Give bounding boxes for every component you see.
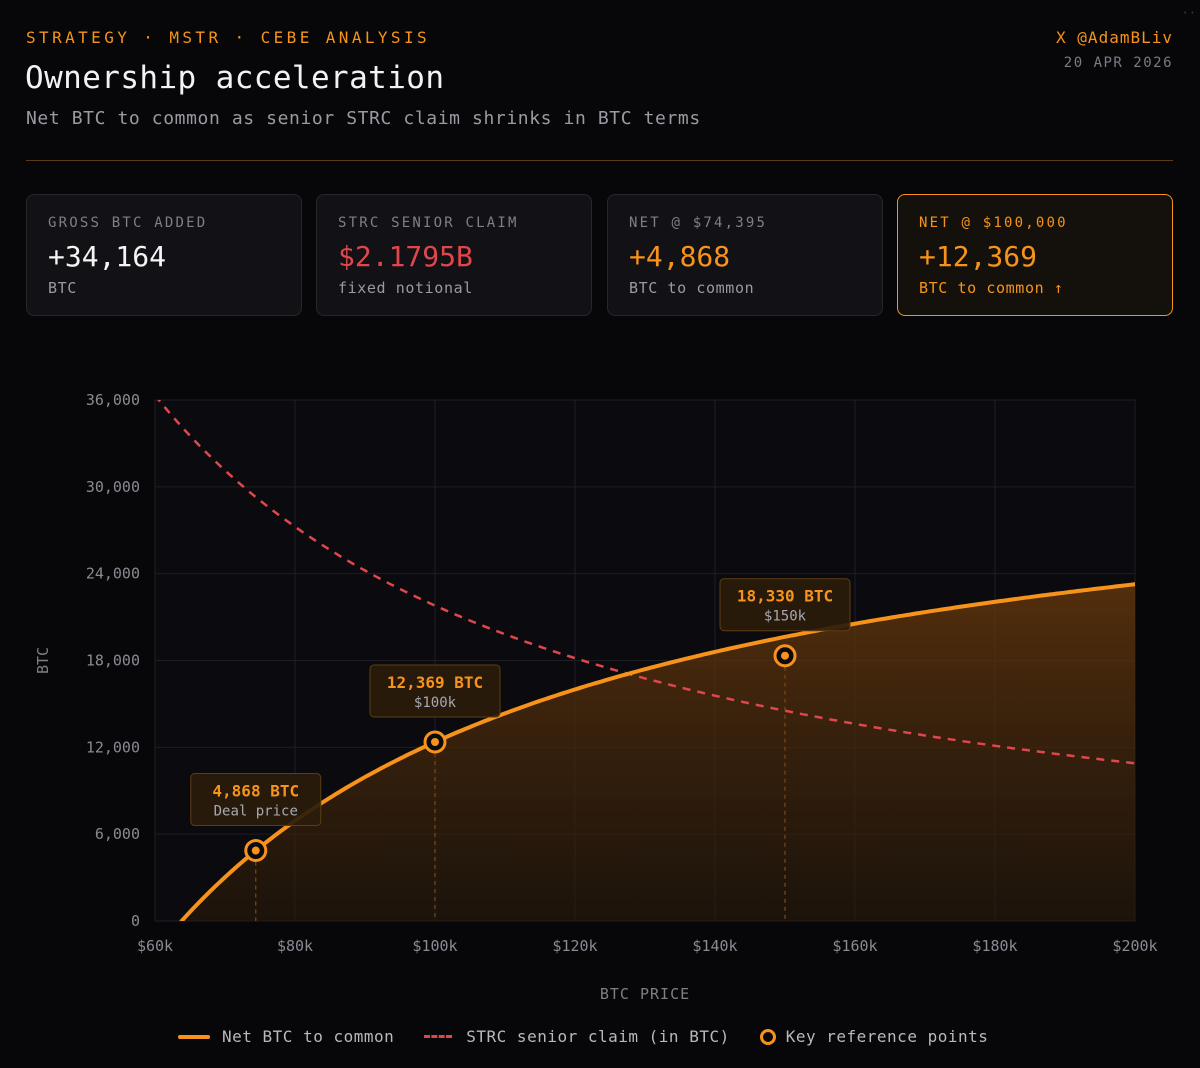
key-point-dot <box>431 737 439 746</box>
y-tick-label: 12,000 <box>86 738 140 756</box>
stat-card-gross-btc: GROSS BTC ADDED +34,164 BTC <box>26 194 302 316</box>
header-kicker: STRATEGY · MSTR · CEBE ANALYSIS <box>26 28 431 47</box>
y-tick-label: 30,000 <box>86 478 140 496</box>
stat-card-value: $2.1795B <box>338 240 473 273</box>
legend-label: STRC senior claim (in BTC) <box>466 1027 730 1046</box>
stat-card-label: STRC SENIOR CLAIM <box>338 215 519 231</box>
legend-swatch-solid <box>178 1034 210 1039</box>
x-axis-label: BTC PRICE <box>600 985 690 1003</box>
key-point-sublabel: Deal price <box>214 804 298 820</box>
key-point-sublabel: $100k <box>414 695 457 711</box>
legend-label: Key reference points <box>785 1027 989 1046</box>
stat-card-value: +34,164 <box>48 240 167 273</box>
net-btc-line <box>179 582 1135 921</box>
strc-claim-line <box>157 400 1135 765</box>
x-tick-label: $140k <box>692 937 737 955</box>
x-tick-label: $100k <box>412 937 457 955</box>
legend-item-claim: STRC senior claim (in BTC) <box>424 1027 729 1046</box>
stat-card-label: NET @ $100,000 <box>919 215 1068 231</box>
key-point-sublabel: $150k <box>764 609 807 625</box>
legend-swatch-dashed <box>424 1035 453 1038</box>
stat-card-value: +12,369 <box>919 240 1038 273</box>
plot-series-group <box>157 400 1135 921</box>
legend-item-net: Net BTC to common <box>178 1027 394 1046</box>
header-divider <box>26 160 1173 161</box>
key-point-value: 18,330 BTC <box>737 587 833 606</box>
legend-ring-icon <box>759 1028 776 1045</box>
y-tick-label: 24,000 <box>86 565 140 583</box>
x-tick-label: $60k <box>137 937 173 955</box>
y-tick-label: 6,000 <box>95 825 140 843</box>
x-tick-label: $120k <box>552 937 597 955</box>
stat-card-sub: BTC <box>48 279 77 297</box>
legend-item-points: Key reference points <box>759 1027 989 1046</box>
chart-legend: Net BTC to common STRC senior claim (in … <box>178 1027 1018 1046</box>
publish-date: 20 APR 2026 <box>1063 55 1173 71</box>
key-point-value: 4,868 BTC <box>212 782 299 801</box>
stat-card-net-100k: NET @ $100,000 +12,369 BTC to common ↑ <box>897 194 1173 316</box>
x-tick-label: $160k <box>832 937 877 955</box>
x-tick-label: $180k <box>972 937 1017 955</box>
stat-card-strc-claim: STRC SENIOR CLAIM $2.1795B fixed notiona… <box>316 194 592 316</box>
net-area-fill <box>181 584 1135 921</box>
key-point-dot <box>781 651 789 660</box>
key-point-value: 12,369 BTC <box>387 673 483 692</box>
stat-card-net-deal: NET @ $74,395 +4,868 BTC to common <box>607 194 883 316</box>
author-handle-link[interactable]: X @AdamBLiv <box>1056 28 1173 47</box>
stat-card-sub: fixed notional <box>338 279 473 297</box>
stat-card-label: GROSS BTC ADDED <box>48 215 208 231</box>
page-subtitle: Net BTC to common as senior STRC claim s… <box>26 108 701 129</box>
stat-card-label: NET @ $74,395 <box>629 215 768 231</box>
ownership-chart: $60k $80k $100k $120k $140k $160k $180k $200k 0 6… <box>34 391 1158 1003</box>
key-point-dot <box>251 846 260 855</box>
y-tick-label: 18,000 <box>86 652 140 670</box>
key-point-callout <box>719 578 851 632</box>
stat-card-value: +4,868 <box>629 240 731 273</box>
x-tick-label: $80k <box>277 937 313 955</box>
y-tick-label: 0 <box>131 912 140 930</box>
page-title: Ownership acceleration <box>25 60 445 96</box>
y-tick-label: 36,000 <box>86 391 140 409</box>
stat-card-sub: BTC to common <box>629 279 755 297</box>
more-icon[interactable]: ·· <box>1181 6 1196 20</box>
key-point-callout <box>190 773 322 827</box>
x-tick-label: $200k <box>1112 937 1157 955</box>
legend-label: Net BTC to common <box>222 1027 395 1046</box>
stat-card-sub: BTC to common ↑ <box>919 279 1064 297</box>
key-point-callout <box>369 664 501 718</box>
y-axis-label: BTC <box>34 647 52 674</box>
